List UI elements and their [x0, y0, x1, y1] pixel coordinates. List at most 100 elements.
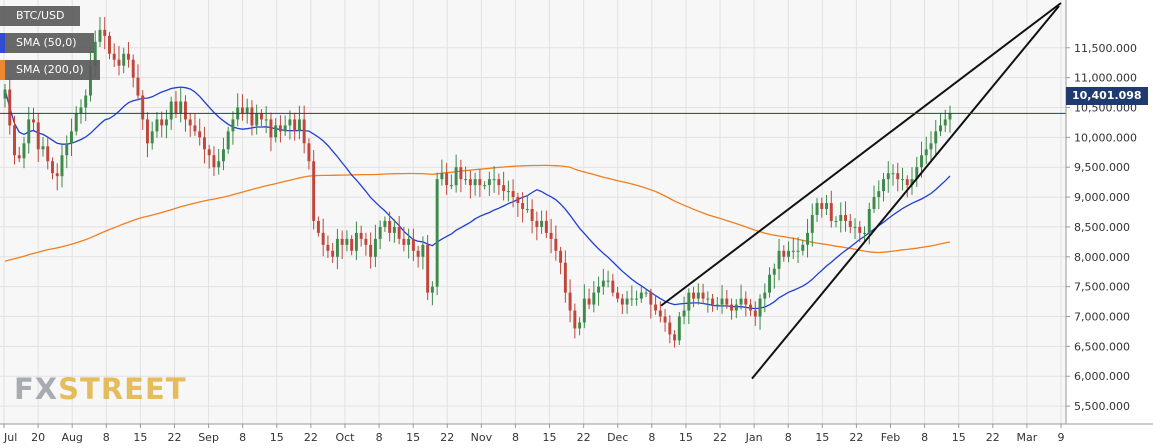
candle-body	[41, 146, 45, 150]
candle-body	[502, 185, 506, 192]
legend-symbol[interactable]: BTC/USD	[0, 6, 80, 26]
y-tick-label: 10,000.000	[1074, 131, 1137, 144]
candle-body	[345, 238, 349, 245]
x-tick-label: 22	[986, 431, 1000, 444]
candle-body	[492, 179, 496, 181]
candle-body	[36, 122, 40, 150]
x-tick-label: 8	[512, 431, 519, 444]
x-tick-label: Aug	[61, 431, 82, 444]
candle-body	[183, 101, 187, 120]
candle-body	[326, 244, 330, 251]
x-tick-label: 15	[952, 431, 966, 444]
candle-body	[131, 59, 135, 78]
x-tick-label: Oct	[335, 431, 355, 444]
candle-body	[217, 161, 221, 168]
x-tick-label: 8	[648, 431, 655, 444]
candle-body	[877, 191, 881, 198]
candle-body	[777, 250, 781, 269]
candle-body	[578, 322, 582, 329]
candle-body	[255, 113, 259, 126]
y-tick-label: 7,000.000	[1074, 311, 1130, 324]
candle-body	[65, 143, 69, 156]
candle-body	[730, 304, 734, 311]
x-tick-label: 15	[815, 431, 829, 444]
candle-body	[587, 298, 591, 305]
candle-body	[126, 53, 130, 60]
candle-body	[103, 29, 107, 36]
candle-body	[810, 214, 814, 233]
candle-body	[516, 197, 520, 204]
candle-body	[867, 209, 871, 233]
candle-body	[46, 146, 50, 162]
candle-body	[70, 131, 73, 144]
candle-body	[521, 203, 525, 210]
candle-body	[459, 167, 463, 180]
candle-body	[806, 232, 810, 245]
candle-body	[84, 95, 88, 108]
candle-body	[383, 220, 387, 227]
candle-body	[901, 179, 904, 181]
candle-body	[378, 226, 382, 239]
x-tick-label: 20	[31, 431, 45, 444]
candle-body	[207, 149, 211, 156]
candle-body	[924, 149, 928, 156]
candle-body	[350, 238, 354, 251]
candle-body	[540, 220, 544, 227]
candle-body	[839, 214, 843, 221]
x-tick-label: 9	[1058, 431, 1065, 444]
candle-body	[160, 119, 164, 126]
x-tick-label: 15	[679, 431, 693, 444]
candle-body	[60, 155, 64, 177]
candle-body	[601, 280, 605, 287]
candle-body	[915, 167, 919, 180]
candle-body	[948, 113, 952, 120]
candle-body	[563, 262, 567, 293]
candle-body	[22, 143, 26, 159]
candle-body	[302, 119, 306, 144]
candle-body	[364, 238, 368, 245]
candle-body	[701, 292, 705, 299]
candle-body	[929, 143, 933, 150]
legend-sma-200[interactable]: SMA (200,0)	[0, 60, 100, 80]
candle-body	[307, 143, 311, 162]
candle-body	[848, 220, 852, 227]
candle-body	[426, 244, 430, 293]
candle-body	[858, 226, 862, 233]
candle-body	[882, 179, 885, 192]
candle-body	[240, 107, 244, 114]
candle-body	[198, 131, 202, 138]
candle-body	[744, 298, 748, 305]
candle-body	[706, 298, 710, 300]
candle-body	[354, 232, 358, 251]
candle-body	[316, 220, 320, 233]
candle-body	[739, 298, 743, 305]
legend-sma-50[interactable]: SMA (50,0)	[0, 33, 94, 53]
candle-body	[815, 203, 819, 215]
y-tick-label: 8,500.000	[1074, 221, 1130, 234]
candle-body	[312, 161, 316, 221]
sma-50-line	[4, 86, 951, 310]
x-tick-label: 15	[406, 431, 420, 444]
candle-body	[435, 179, 439, 287]
candle-body	[511, 191, 515, 198]
sma-200-line	[4, 164, 951, 262]
candle-body	[454, 167, 458, 186]
lower-trendline	[751, 5, 1060, 380]
candle-body	[886, 173, 890, 180]
candle-body	[430, 286, 434, 293]
candle-body	[74, 113, 78, 132]
candle-body	[497, 179, 501, 186]
candle-body	[872, 197, 876, 210]
candle-body	[411, 238, 415, 251]
candle-body	[122, 53, 126, 66]
candle-body	[259, 113, 263, 120]
candle-body	[606, 280, 610, 282]
legend-sma-200-label: SMA (200,0)	[16, 63, 84, 76]
candle-body	[734, 304, 738, 311]
candle-body	[635, 298, 639, 300]
candle-body	[141, 95, 145, 120]
candle-body	[193, 125, 197, 132]
